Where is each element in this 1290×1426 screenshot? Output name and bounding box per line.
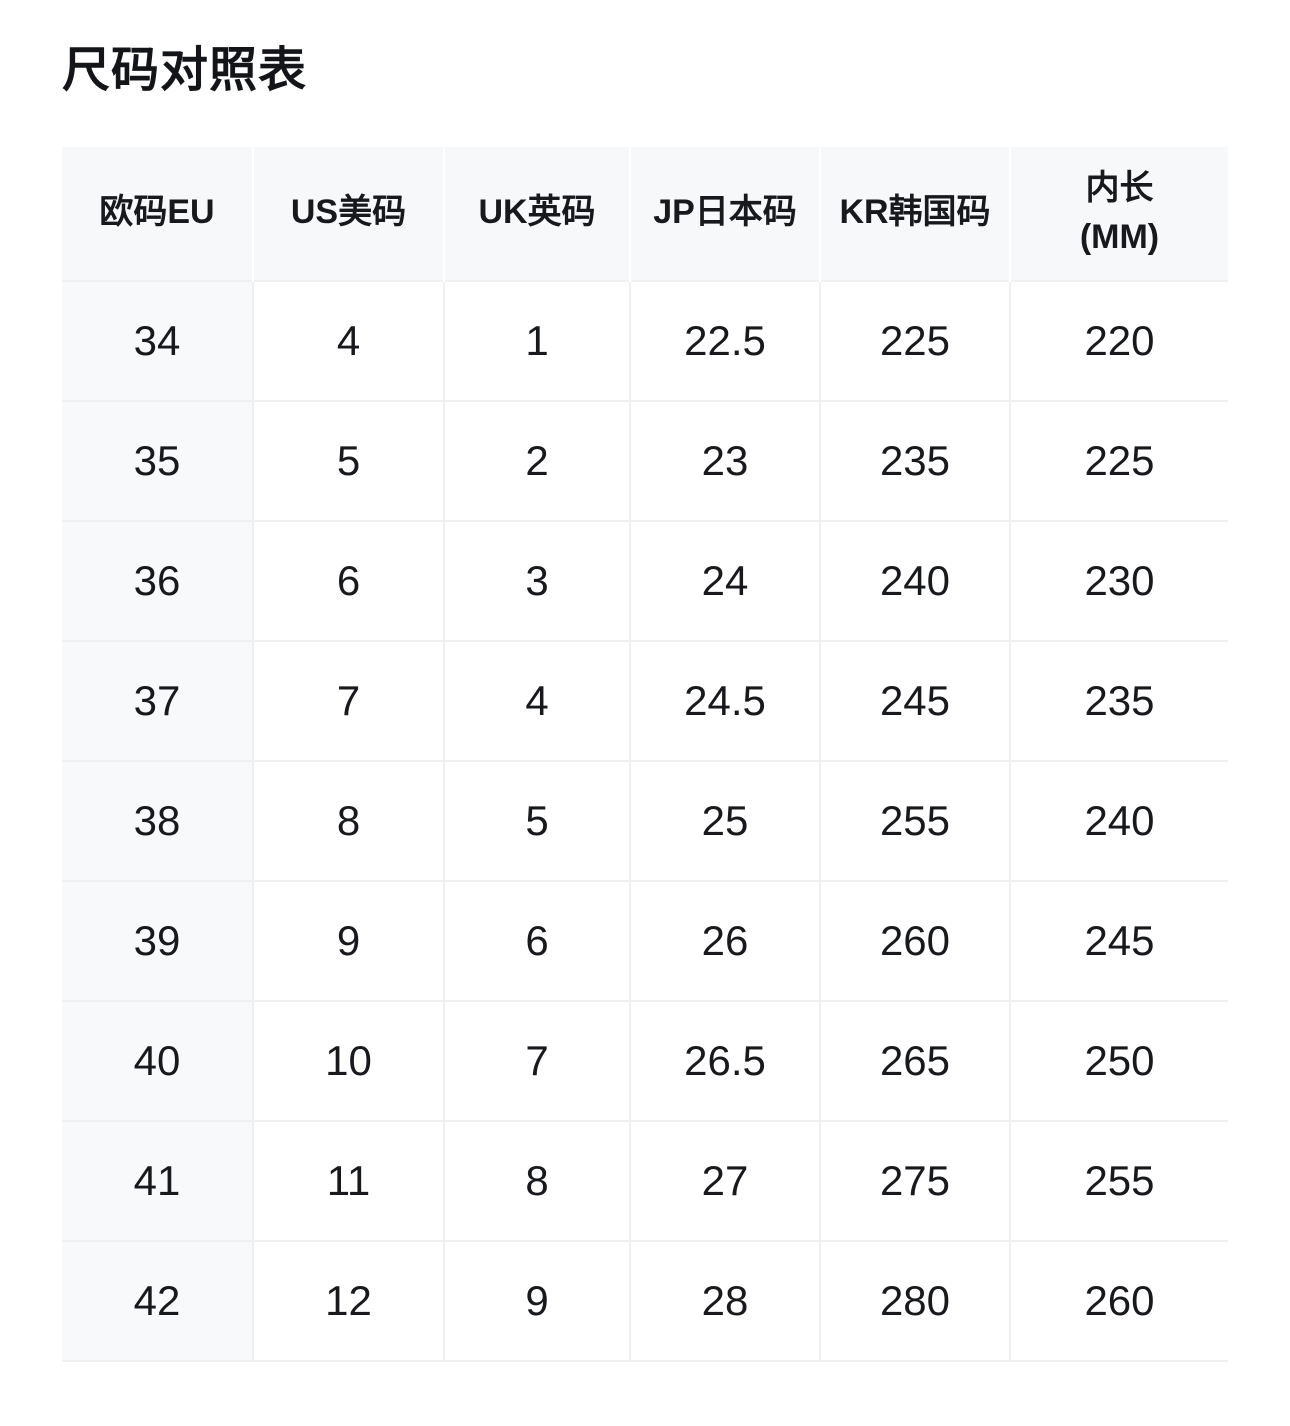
- column-header-eu: 欧码EU: [62, 146, 253, 281]
- eu-size-cell: 42: [62, 1239, 253, 1362]
- eu-size-cell: 41: [62, 1119, 253, 1241]
- size-table-body: 34 4 1 22.5 225 220 35 5 2 23 235 225 36 6 3 24 240 230 37…: [62, 279, 1228, 1362]
- size-value-cell: 235: [819, 399, 1010, 521]
- size-value-cell: 27: [629, 1119, 820, 1241]
- size-value-cell: 26: [629, 879, 820, 1001]
- size-chart-table: 欧码EU US美码 UK英码 JP日本码 KR韩国码 内长 (MM) 34 4 1 22.5 22…: [62, 146, 1228, 1362]
- size-value-cell: 245: [1009, 879, 1228, 1001]
- size-value-cell: 7: [443, 999, 630, 1121]
- size-value-cell: 255: [1009, 1119, 1228, 1241]
- table-row: 41 11 8 27 275 255: [62, 1119, 1228, 1241]
- table-row: 39 9 6 26 260 245: [62, 879, 1228, 1001]
- size-value-cell: 255: [819, 759, 1010, 881]
- size-value-cell: 25: [629, 759, 820, 881]
- column-header-us: US美码: [252, 146, 444, 281]
- size-value-cell: 26.5: [629, 999, 820, 1121]
- size-value-cell: 28: [629, 1239, 820, 1362]
- column-header-kr: KR韩国码: [819, 146, 1010, 281]
- size-value-cell: 225: [1009, 399, 1228, 521]
- eu-size-cell: 36: [62, 519, 253, 641]
- table-row: 38 8 5 25 255 240: [62, 759, 1228, 881]
- size-value-cell: 12: [252, 1239, 444, 1362]
- table-row: 37 7 4 24.5 245 235: [62, 639, 1228, 761]
- size-value-cell: 6: [443, 879, 630, 1001]
- page-title: 尺码对照表: [62, 44, 308, 97]
- size-value-cell: 24: [629, 519, 820, 641]
- size-value-cell: 260: [819, 879, 1010, 1001]
- table-row: 34 4 1 22.5 225 220: [62, 279, 1228, 401]
- size-chart-page: 尺码对照表 欧码EU US美码 UK英码 JP日本码 KR韩国码 内长 (MM) 34 4 1…: [0, 42, 1290, 1362]
- size-value-cell: 275: [819, 1119, 1010, 1241]
- eu-size-cell: 37: [62, 639, 253, 761]
- size-value-cell: 225: [819, 279, 1010, 401]
- size-value-cell: 260: [1009, 1239, 1228, 1362]
- size-value-cell: 250: [1009, 999, 1228, 1121]
- size-value-cell: 4: [443, 639, 630, 761]
- column-header-uk: UK英码: [443, 146, 630, 281]
- size-value-cell: 245: [819, 639, 1010, 761]
- size-value-cell: 230: [1009, 519, 1228, 641]
- eu-size-cell: 38: [62, 759, 253, 881]
- size-value-cell: 240: [1009, 759, 1228, 881]
- size-value-cell: 265: [819, 999, 1010, 1121]
- size-value-cell: 11: [252, 1119, 444, 1241]
- eu-size-cell: 34: [62, 279, 253, 401]
- size-value-cell: 8: [443, 1119, 630, 1241]
- eu-size-cell: 35: [62, 399, 253, 521]
- size-value-cell: 220: [1009, 279, 1228, 401]
- header-row: 欧码EU US美码 UK英码 JP日本码 KR韩国码 内长 (MM): [62, 146, 1228, 281]
- column-header-inner-length: 内长 (MM): [1009, 146, 1228, 281]
- size-value-cell: 1: [443, 279, 630, 401]
- table-row: 42 12 9 28 280 260: [62, 1239, 1228, 1362]
- table-row: 36 6 3 24 240 230: [62, 519, 1228, 641]
- size-value-cell: 235: [1009, 639, 1228, 761]
- table-row: 40 10 7 26.5 265 250: [62, 999, 1228, 1121]
- size-value-cell: 7: [252, 639, 444, 761]
- column-header-jp: JP日本码: [629, 146, 820, 281]
- eu-size-cell: 39: [62, 879, 253, 1001]
- size-value-cell: 2: [443, 399, 630, 521]
- size-value-cell: 8: [252, 759, 444, 881]
- table-row: 35 5 2 23 235 225: [62, 399, 1228, 521]
- size-value-cell: 6: [252, 519, 444, 641]
- size-value-cell: 5: [443, 759, 630, 881]
- size-value-cell: 3: [443, 519, 630, 641]
- size-value-cell: 280: [819, 1239, 1010, 1362]
- size-value-cell: 10: [252, 999, 444, 1121]
- size-value-cell: 4: [252, 279, 444, 401]
- size-value-cell: 9: [443, 1239, 630, 1362]
- size-value-cell: 23: [629, 399, 820, 521]
- size-value-cell: 9: [252, 879, 444, 1001]
- size-value-cell: 5: [252, 399, 444, 521]
- size-value-cell: 22.5: [629, 279, 820, 401]
- eu-size-cell: 40: [62, 999, 253, 1121]
- size-value-cell: 240: [819, 519, 1010, 641]
- size-value-cell: 24.5: [629, 639, 820, 761]
